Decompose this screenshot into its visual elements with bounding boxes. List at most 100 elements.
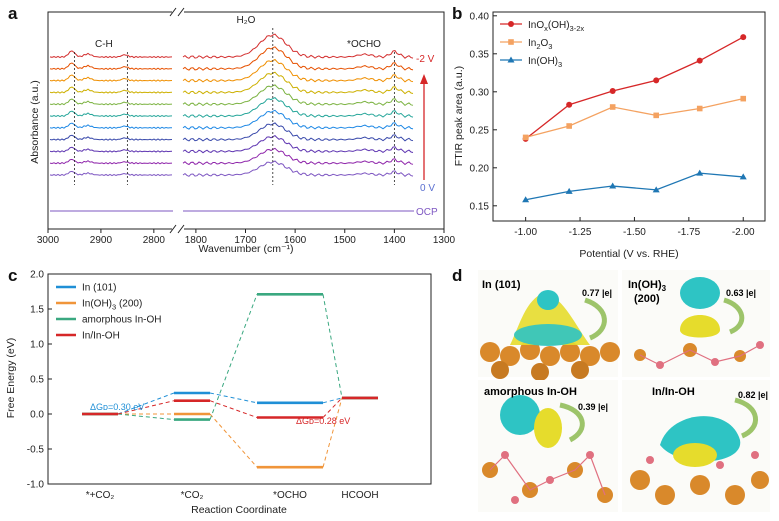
- panel-a-x-tick-label: 1500: [334, 235, 357, 246]
- legend-label-base: InO: [528, 20, 544, 31]
- label-0v: 0 V: [420, 183, 435, 194]
- annotation-ch: C-H: [95, 39, 113, 50]
- spectrum-line-left: [49, 170, 173, 177]
- spectrum-line-right: [182, 96, 414, 118]
- spectrum-line-right: [182, 109, 414, 130]
- legend-label-sub: 3-2x: [570, 24, 585, 33]
- panel-a-x-tick-label: 1600: [284, 235, 307, 246]
- image-inoh3: In(OH)3 (200) 0.63 |e|: [622, 270, 770, 377]
- legend-label-sub: 3: [112, 303, 116, 312]
- spectrum-line-left: [49, 74, 173, 82]
- image-label-inoh3-base: In(OH): [628, 279, 662, 291]
- legend-label-0: InOx(OH)3-2x: [528, 20, 584, 33]
- atom-network-in-in-oh: [630, 451, 769, 505]
- panel-c-y-tick-label: 0.5: [30, 375, 44, 386]
- cyan-lobe-bottom-in101: [514, 324, 582, 346]
- data-point: [566, 123, 572, 129]
- cyan-lobe-top-in101: [537, 290, 559, 310]
- spectrum-line-right: [182, 147, 414, 166]
- data-point: [609, 88, 616, 95]
- legend-label-tail: (200): [116, 299, 142, 310]
- image-label-in101: In (101): [482, 279, 521, 291]
- yellow-isosurface-in-in-oh: [673, 443, 717, 467]
- panel-letter-d: d: [452, 266, 462, 285]
- spectrum-line-right: [182, 134, 414, 154]
- panel-b-y-label: FTIR peak area (a.u.): [453, 66, 465, 166]
- panel-b-y-tick-label: 0.35: [470, 49, 490, 60]
- panel-b-peak-area: 0.15 0.20 0.25 0.30 0.35 0.40 -1.00 -1.25 -1.50…: [453, 11, 766, 260]
- series-line-2: [525, 172, 744, 201]
- spectrum-line-left: [49, 86, 173, 94]
- panel-c-y-ticks: -1.0 -0.5 0.0 0.5 1.0 1.5 2.0: [27, 270, 52, 491]
- data-point: [522, 134, 529, 141]
- cyan-lobe-inoh3: [680, 277, 720, 309]
- image-label-in-in-oh: In/In-OH: [652, 386, 695, 398]
- cyan-lobe-amorphous: [500, 395, 540, 435]
- atom-slab-in101: [480, 340, 620, 381]
- data-point: [566, 101, 573, 108]
- spectrum-line-right: [182, 46, 414, 71]
- panel-c-y-tick-label: 1.0: [30, 340, 44, 351]
- data-point: [609, 182, 617, 189]
- panel-b-x-ticks: -1.00 -1.25 -1.50 -1.75 -2.00: [514, 217, 755, 238]
- panel-b-series-group: [522, 34, 747, 203]
- panel-c-free-energy: -1.0 -0.5 0.0 0.5 1.0 1.5 2.0 *+CO₂ *CO₂ *OCHO HC…: [5, 270, 432, 516]
- energy-connector: [117, 392, 175, 415]
- series-line-1: [525, 98, 744, 139]
- charge-amorphous: 0.39 |e|: [578, 402, 608, 412]
- data-point: [522, 196, 530, 203]
- panel-b-y-tick-label: 0.25: [470, 125, 490, 136]
- spectrum-line-left: [49, 110, 173, 118]
- atom-network-inoh3: [634, 341, 764, 369]
- data-point: [653, 77, 660, 84]
- data-point: [696, 105, 703, 112]
- legend-label-1: In(OH)3 (200): [82, 299, 142, 312]
- legend-label-base: In(OH): [82, 299, 112, 310]
- panel-c-y-tick-label: -0.5: [27, 445, 45, 456]
- image-in-in-oh: In/In-OH 0.82 |e|: [622, 380, 770, 512]
- spectrum-line-left: [49, 98, 173, 106]
- legend-label-sub: 3: [548, 42, 552, 51]
- charge-in-in-oh: 0.82 |e|: [738, 390, 768, 400]
- legend-label-sub: x: [544, 24, 548, 33]
- energy-connector: [322, 397, 343, 418]
- energy-connector: [322, 397, 343, 404]
- axis-break-bottom: [169, 224, 185, 234]
- annotation-ocho: *OCHO: [347, 39, 381, 50]
- legend-marker: [507, 56, 515, 63]
- panel-b-y-ticks: 0.15 0.20 0.25 0.30 0.35 0.40: [470, 11, 497, 212]
- spectrum-line-left: [49, 62, 173, 70]
- spectrum-line-right: [182, 160, 414, 177]
- panel-c-y-tick-label: 0.0: [30, 410, 44, 421]
- image-label-inoh3-line2: (200): [634, 293, 660, 305]
- panel-c-x-tick-label: *+CO₂: [86, 490, 115, 501]
- legend-label-1: In2O3: [528, 38, 552, 51]
- panel-c-x-ticks: *+CO₂ *CO₂ *OCHO HCOOH: [86, 490, 379, 501]
- spectrum-line-right: [182, 84, 414, 107]
- panel-c-series-group: [82, 292, 378, 469]
- legend-label-2: In(OH)3: [528, 56, 562, 69]
- data-point: [740, 34, 747, 41]
- charge-inoh3: 0.63 |e|: [726, 288, 756, 298]
- spectrum-line-left: [49, 122, 173, 129]
- panel-b-y-tick-label: 0.30: [470, 87, 490, 98]
- series-line-0: [525, 36, 744, 140]
- potential-arrow-head: [420, 74, 428, 84]
- atom-network-amorphous: [482, 451, 613, 504]
- energy-connector: [322, 294, 343, 398]
- data-point: [653, 112, 659, 119]
- spectrum-line-left: [49, 146, 173, 153]
- panel-b-legend: InOx(OH)3-2x In2O3 In(OH)3: [500, 20, 584, 69]
- legend-label-mid: (OH): [548, 20, 570, 31]
- energy-connector: [209, 392, 258, 404]
- data-point: [739, 173, 747, 180]
- panel-a-x-tick-label: 2900: [90, 235, 113, 246]
- annotation-dg-in-in-oh: ΔGᴅ=0.28 eV: [296, 416, 350, 426]
- panel-letter-b: b: [452, 4, 462, 23]
- panel-letter-a: a: [8, 4, 18, 23]
- data-point: [565, 187, 573, 194]
- potential-arrow: [420, 74, 428, 180]
- spectrum-line-right: [182, 33, 414, 59]
- image-label-inoh3: In(OH)3: [628, 279, 667, 293]
- panel-letter-c: c: [8, 266, 17, 285]
